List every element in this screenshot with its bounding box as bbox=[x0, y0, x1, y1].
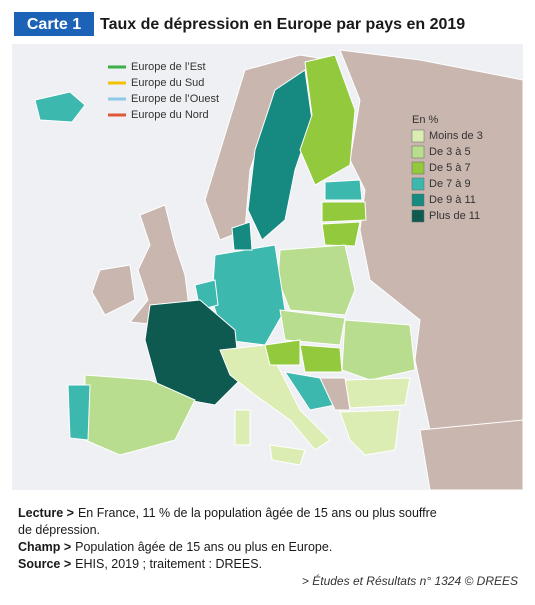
note: de dépression. bbox=[18, 523, 100, 537]
note-key: Source > bbox=[18, 557, 71, 571]
note-text: En France, 11 % de la population âgée de… bbox=[78, 506, 437, 520]
austria bbox=[264, 339, 301, 366]
scale-legend: En % Moins de 3 De 3 à 5 De 5 à 7 De 7 à 9 D… bbox=[411, 114, 483, 223]
swatch bbox=[411, 209, 425, 223]
scale-label: De 5 à 7 bbox=[429, 162, 471, 174]
footer: > Études et Résultats n° 1324 © DREES bbox=[302, 573, 518, 588]
russia bbox=[339, 49, 524, 491]
note-text: EHIS, 2019 ; traitement : DREES. bbox=[75, 557, 262, 571]
note: Champ > Population âgée de 15 ans ou plus… bbox=[18, 540, 332, 554]
poland bbox=[277, 244, 356, 316]
greece bbox=[339, 409, 401, 456]
map bbox=[34, 49, 524, 491]
sardinia bbox=[234, 409, 251, 446]
note: Lecture > En France, 11 % de la populatio… bbox=[18, 506, 437, 520]
czechia-slovakia bbox=[279, 309, 346, 346]
romania bbox=[341, 319, 416, 381]
scale-label: Moins de 3 bbox=[429, 130, 483, 142]
scale-label: De 9 à 11 bbox=[429, 194, 476, 206]
swatch bbox=[411, 161, 425, 175]
note-key: Champ > bbox=[18, 540, 71, 554]
sweden bbox=[247, 69, 313, 241]
hungary bbox=[299, 344, 343, 373]
swatch bbox=[411, 193, 425, 207]
swatch bbox=[411, 145, 425, 159]
sicily bbox=[269, 444, 306, 466]
region-label: Europe de l’Ouest bbox=[131, 93, 219, 105]
denmark bbox=[231, 221, 253, 251]
estonia bbox=[324, 179, 363, 201]
region-label: Europe de l’Est bbox=[131, 61, 206, 73]
bulgaria bbox=[344, 377, 411, 409]
regions-legend: Europe de l’Est Europe du Sud Europe de l’… bbox=[108, 61, 219, 121]
badge-text: Carte 1 bbox=[27, 16, 81, 33]
serbia bbox=[319, 377, 351, 411]
scale-label: De 3 à 5 bbox=[429, 146, 471, 158]
header: Carte 1 Taux de dépression en Europe par… bbox=[14, 12, 465, 36]
ireland bbox=[91, 264, 136, 316]
note-text: Population âgée de 15 ans ou plus en Eur… bbox=[75, 540, 332, 554]
region-label: Europe du Nord bbox=[131, 109, 209, 121]
scale-title: En % bbox=[412, 114, 439, 126]
scale-label: Plus de 11 bbox=[429, 210, 480, 222]
france bbox=[144, 299, 241, 406]
latvia bbox=[321, 201, 367, 223]
badge bbox=[14, 12, 94, 36]
region-label: Europe du Sud bbox=[131, 77, 204, 89]
note: Source > EHIS, 2019 ; traitement : DREES. bbox=[18, 557, 262, 571]
swatch bbox=[411, 129, 425, 143]
portugal bbox=[67, 384, 91, 441]
finland bbox=[299, 54, 356, 186]
turkey bbox=[419, 419, 524, 491]
notes: Lecture > En France, 11 % de la populatio… bbox=[18, 506, 437, 571]
scale-label: De 7 à 9 bbox=[429, 178, 471, 190]
note-text: de dépression. bbox=[18, 523, 100, 537]
swatch bbox=[411, 177, 425, 191]
note-key: Lecture > bbox=[18, 506, 74, 520]
lithuania bbox=[321, 221, 361, 247]
title: Taux de dépression en Europe par pays en… bbox=[100, 16, 465, 33]
iceland bbox=[34, 91, 86, 123]
